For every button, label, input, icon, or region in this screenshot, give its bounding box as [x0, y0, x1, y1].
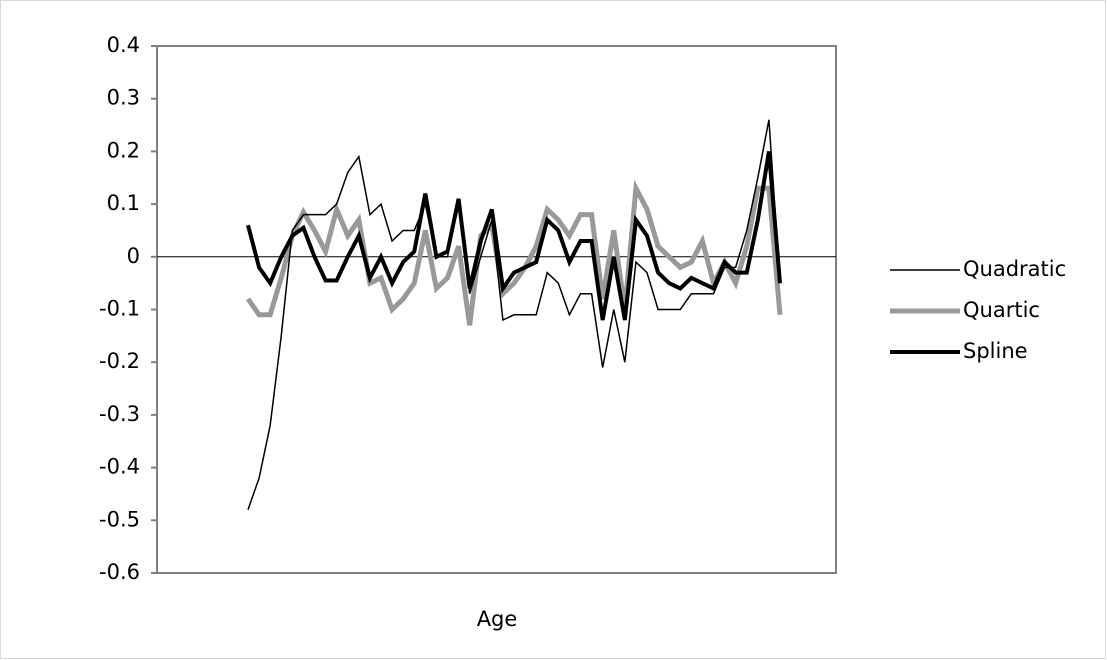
y-tick-label: -0.6 — [99, 560, 140, 584]
y-tick-label: 0.1 — [107, 191, 140, 215]
y-tick-label: 0.3 — [107, 86, 140, 110]
y-tick-label: -0.3 — [99, 402, 140, 426]
y-tick-label: -0.5 — [99, 507, 140, 531]
y-tick-label: -0.2 — [99, 349, 140, 373]
y-tick-label: 0.4 — [107, 33, 140, 57]
y-tick-label: -0.1 — [99, 297, 140, 321]
legend-label: Spline — [963, 339, 1028, 363]
x-axis-label: Age — [477, 607, 518, 631]
y-tick-label: 0 — [127, 244, 140, 268]
legend-label: Quartic — [963, 298, 1040, 322]
series-line — [245, 179, 783, 326]
series-line — [247, 119, 781, 511]
y-tick-label: -0.4 — [99, 455, 140, 479]
series-line — [246, 151, 782, 321]
legend-label: Quadratic — [963, 257, 1066, 281]
y-tick-label: 0.2 — [107, 138, 140, 162]
